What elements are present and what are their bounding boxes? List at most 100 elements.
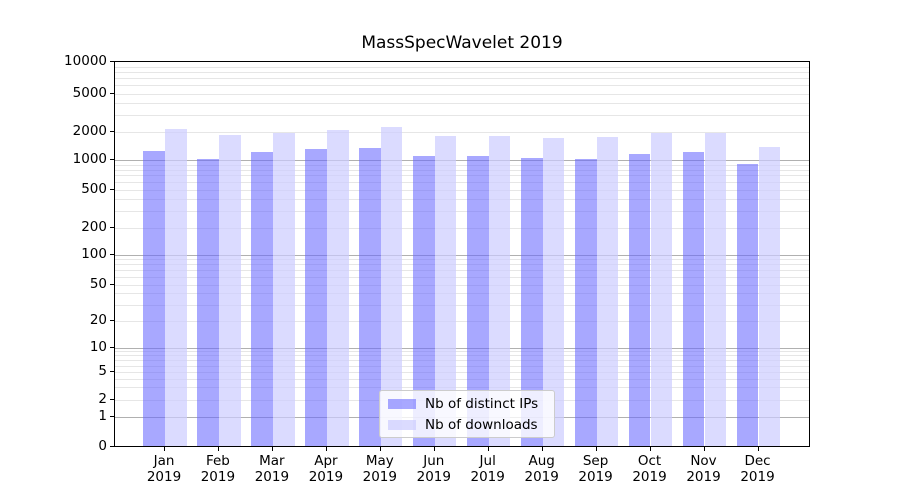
gridline-minor [115,93,809,95]
bar-downloads [272,132,295,446]
y-tick-label: 0 [98,438,107,454]
x-tick-label: Feb 2019 [200,453,236,485]
gridline-minor [115,259,809,261]
y-tick-mark [110,130,114,132]
gridline-minor [115,269,809,271]
gridline-minor [115,355,809,357]
gridline-minor [115,114,809,116]
legend-label-distinct-ips: Nb of distinct IPs [425,395,539,412]
bar-distinct-ips [359,147,381,446]
plot-area: Nb of distinct IPs Nb of downloads [114,61,810,447]
x-tick-mark [541,447,543,451]
gridline-minor [115,293,809,295]
bar-distinct-ips [467,155,489,446]
chart-title: MassSpecWavelet 2019 [361,33,563,53]
x-tick-label: Jul 2019 [470,453,505,485]
bar-distinct-ips [305,148,327,446]
gridline-minor [115,304,809,306]
gridline-minor [115,78,809,80]
gridline-minor [115,198,809,200]
y-tick-mark [110,188,114,190]
bar-distinct-ips [413,155,435,446]
bar-downloads [650,133,673,446]
gridline-minor [115,228,809,229]
gridline-minor [115,66,809,68]
y-tick-mark [110,61,114,62]
y-tick-label: 2000 [72,122,107,139]
x-tick-mark [271,447,273,451]
gridline-minor [115,85,809,87]
gridline-minor [115,211,809,212]
bar-distinct-ips [521,157,543,446]
y-tick-label: 500 [81,180,107,197]
gridline-minor [115,189,809,191]
x-tick-label: Dec 2019 [740,453,775,485]
x-tick-mark [217,447,219,451]
gridline-minor [115,102,809,104]
x-tick-label: May 2019 [362,453,397,485]
gridline-major [115,160,809,161]
gridline-minor [115,360,809,362]
y-tick-label: 10 [89,338,107,355]
x-tick-label: Mar 2019 [254,453,290,485]
x-tick-mark [595,447,597,451]
gridline-minor [115,264,809,266]
x-tick-mark [379,447,381,451]
x-tick-mark [433,447,435,451]
bar-downloads [326,129,349,446]
gridline-minor [115,387,809,389]
bar-downloads [380,126,403,446]
x-tick-mark [703,447,705,451]
x-tick-mark [649,447,651,451]
gridline-minor [115,351,809,353]
legend: Nb of distinct IPs Nb of downloads [379,390,555,438]
gridline-minor [115,175,809,177]
gridline-minor [115,181,809,183]
x-tick-label: Apr 2019 [308,453,344,485]
y-tick-mark [110,283,114,285]
y-tick-mark [110,253,114,255]
gridline-minor [115,378,809,380]
gridline-minor [115,169,809,171]
bar-distinct-ips [574,158,597,446]
x-tick-mark [487,447,489,451]
y-tick-mark [110,446,114,447]
x-tick-label: Nov 2019 [686,453,721,485]
legend-item-distinct-ips: Nb of distinct IPs [388,396,546,412]
y-tick-mark [110,415,114,417]
x-tick-mark [757,447,759,451]
y-tick-label: 5 [98,363,107,379]
bar-downloads [542,138,565,446]
bar-downloads [758,147,781,446]
y-tick-label: 200 [81,219,107,235]
bar-downloads [219,134,241,446]
y-tick-mark [110,371,114,372]
gridline-minor [115,320,809,322]
gridline-minor [115,276,809,278]
y-tick-label: 2 [98,390,107,407]
gridline-minor [115,131,809,133]
bar-distinct-ips [143,151,165,446]
x-tick-label: Jan 2019 [146,453,182,485]
gridline-major [115,347,809,349]
bar-downloads [596,136,619,446]
gridline-minor [115,365,809,367]
x-tick-label: Sep 2019 [578,453,613,485]
bar-downloads [434,136,457,446]
legend-swatch-downloads [388,419,416,430]
x-tick-label: Oct 2019 [632,453,667,485]
x-tick-mark [164,447,165,451]
gridline-minor [115,72,809,74]
y-tick-mark [110,398,114,400]
bar-downloads [704,132,727,446]
y-tick-label: 100 [81,245,107,262]
x-tick-mark [325,447,327,451]
y-tick-label: 50 [89,275,107,292]
gridline-minor [115,372,809,373]
y-tick-mark [110,319,114,321]
x-tick-label: Jun 2019 [416,453,451,485]
x-tick-label: Aug 2019 [524,453,559,485]
bar-downloads [488,136,511,446]
y-tick-label: 20 [89,311,107,328]
